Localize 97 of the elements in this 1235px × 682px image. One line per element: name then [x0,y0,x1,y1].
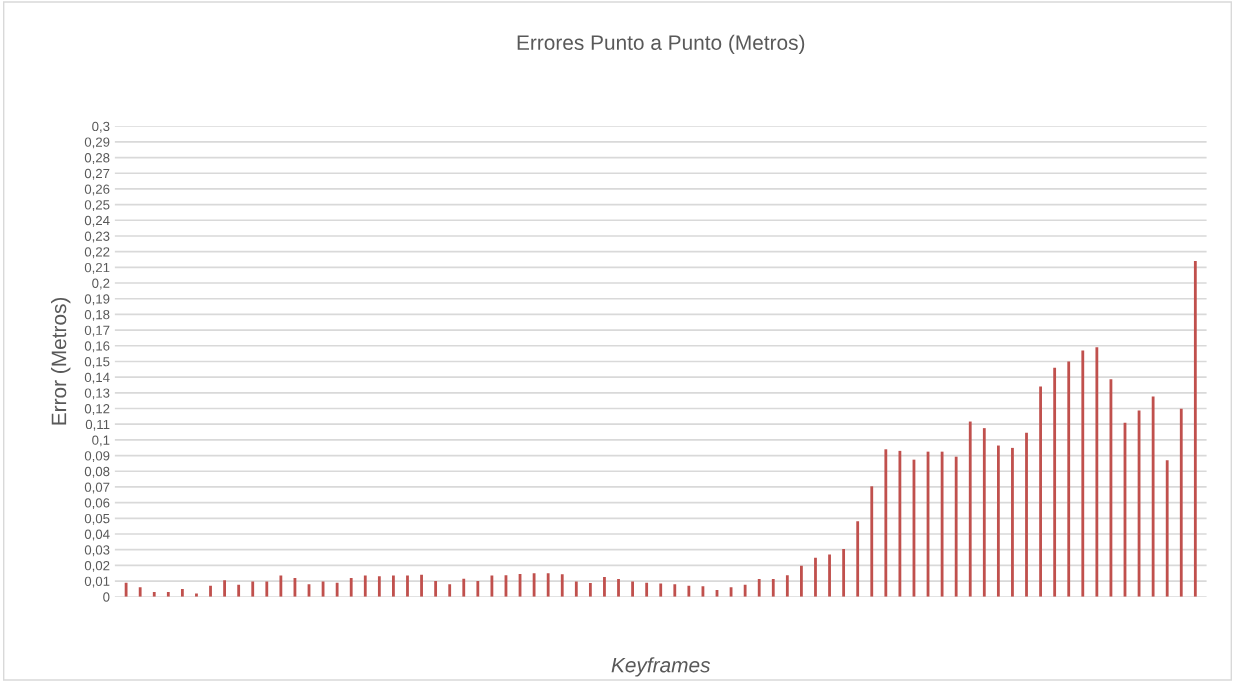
bar [574,581,578,597]
bar [1193,261,1197,597]
y-tick-label: 0,3 [92,121,110,133]
y-tick-label: 0,02 [84,560,110,572]
bar [982,428,986,597]
y-tick-label: 0,11 [85,419,110,431]
y-tick-label: 0,05 [84,513,110,525]
bar [673,584,677,597]
y-tick-label: 0,16 [84,341,110,353]
bar [785,575,789,597]
bar [996,445,1000,597]
bar [124,582,128,597]
bar [152,592,156,597]
bar [842,548,846,597]
bar [434,581,438,597]
y-tick-label: 0,01 [84,576,110,588]
y-tick-label: 0,13 [84,388,110,400]
bar [1053,367,1057,597]
bar [968,421,972,597]
bar [1011,447,1014,597]
bar [1179,408,1183,597]
bar [940,451,944,597]
bar [617,579,620,597]
bar [884,449,888,597]
bar [349,577,353,597]
bar [406,575,409,597]
x-axis-title: Keyframes [611,657,711,677]
bar [1151,396,1155,597]
bar [166,592,170,597]
bar [588,583,592,597]
y-tick-label: 0,08 [84,466,110,478]
bar [1081,350,1085,597]
y-tick-label: 0,29 [84,137,110,149]
bar [828,554,831,597]
bar [180,588,184,597]
y-tick-label: 0,19 [84,294,110,306]
bar [448,584,452,597]
y-tick-label: 0,14 [84,372,110,384]
y-tick-label: 0 [103,592,110,602]
bar [856,521,860,597]
bar [532,573,536,597]
bar [392,575,395,597]
bar [743,584,747,597]
bar [771,579,775,597]
y-tick-label: 0,15 [84,357,110,368]
bar [687,585,691,597]
bar [1095,347,1099,597]
y-tick-label: 0,28 [84,153,110,165]
bar [1165,460,1169,597]
bar [603,576,606,597]
bar [223,580,226,597]
bar [265,581,269,597]
bar [546,573,550,597]
bar [800,565,803,597]
bar [560,574,564,597]
y-tick-label: 0,1 [92,435,110,447]
y-tick-label: 0,06 [84,498,110,510]
y-tick-label: 0,25 [84,200,110,212]
bar [631,581,634,597]
bar [420,574,423,597]
y-tick-label: 0,04 [84,529,110,541]
y-tick-label: 0,2 [92,278,110,290]
bar [1067,361,1071,597]
bar [279,575,283,597]
chart-title: Errores Punto a Punto (Metros) [517,34,805,55]
bar [870,486,874,597]
bar [757,579,761,597]
y-tick-label: 0,03 [84,545,110,557]
y-tick-label: 0,22 [84,247,110,259]
y-tick-label: 0,21 [84,262,110,274]
bar [363,575,367,597]
bar [335,582,339,597]
y-tick-label: 0,27 [84,168,110,180]
bar [659,583,663,597]
y-tick-label: 0,24 [84,215,110,227]
y-tick-label: 0,17 [84,325,110,337]
y-tick-label: 0,07 [84,482,110,494]
bar [645,582,649,597]
bar [898,450,902,597]
y-tick-label: 0,26 [84,184,110,196]
y-tick-label: 0,09 [84,451,110,463]
bar [237,584,241,597]
bar [209,585,212,597]
bar [490,575,494,597]
bar [138,587,142,597]
bar [462,578,466,597]
y-axis-title: Error (Metros) [51,297,71,425]
bar [1039,386,1042,597]
bar [377,576,381,597]
bar [476,581,480,597]
y-tick-label: 0,18 [84,309,110,321]
y-tick-label: 0,23 [84,231,110,243]
bar [814,557,817,597]
bar [251,581,255,597]
y-tick-label: 0,12 [84,404,110,415]
bar [954,456,958,597]
bar [1025,432,1028,597]
